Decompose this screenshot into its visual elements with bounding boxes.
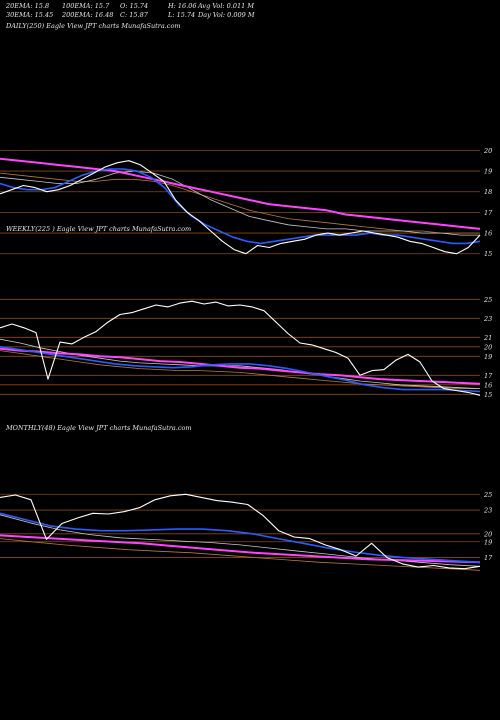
daily-ema-mid1-line: [0, 170, 480, 236]
day-vol-readout: Day Vol: 0.009 M: [198, 11, 255, 19]
daily-tick-label-1: 19: [484, 168, 492, 176]
weekly-tick-label-1: 23: [483, 315, 492, 323]
daily-ema-long-line: [0, 157, 481, 230]
weekly-tick-label-6: 16: [484, 381, 492, 389]
daily-ema-short-line: [0, 168, 481, 245]
weekly-ema-short-line: [0, 346, 481, 393]
daily-tick-label-0: 20: [483, 147, 492, 155]
daily-tick-label-5: 15: [484, 250, 492, 258]
ema200-readout: 200EMA: 16.48: [62, 11, 114, 19]
weekly-tick-label-3: 20: [483, 343, 492, 351]
monthly-tick-label-0: 25: [483, 491, 492, 499]
daily-tick-label-2: 18: [484, 188, 492, 196]
ema30-readout: 30EMA: 15.45: [6, 11, 54, 19]
weekly-tick-label-0: 25: [483, 296, 492, 304]
weekly-tick-label-2: 21: [483, 334, 492, 342]
monthly-price-line: [0, 493, 481, 570]
weekly-tick-label-4: 19: [484, 353, 492, 361]
monthly-ema-mid2-line: [0, 538, 481, 571]
high-readout: H: 16.06: [168, 2, 197, 10]
daily-panel: 20 19 18 17 16 15: [0, 147, 493, 258]
weekly-tick-label-7: 15: [484, 391, 492, 399]
monthly-tick-label-1: 23: [483, 507, 492, 515]
daily-tick-label-3: 17: [484, 209, 493, 217]
close-readout: C: 15.87: [120, 11, 148, 19]
ema20-readout: 20EMA: 15.8: [6, 2, 50, 10]
daily-panel-title: DAILY(250) Eagle View JPT charts MunafaS…: [6, 22, 181, 30]
monthly-tick-label-3: 19: [484, 538, 492, 546]
monthly-panel-title: MONTHLY(48) Eagle View JPT charts Munafa…: [6, 424, 192, 432]
weekly-panel-title: WEEKLY(225 ) Eagle View JPT charts Munaf…: [6, 225, 192, 233]
weekly-ema-long-line: [0, 347, 481, 385]
monthly-ema-long-line: [0, 534, 481, 564]
weekly-price-line: [0, 300, 481, 396]
open-readout: O: 15.74: [120, 2, 149, 10]
daily-tick-label-4: 16: [484, 230, 492, 238]
monthly-tick-label-4: 17: [484, 554, 493, 562]
weekly-ema-mid2-line: [0, 350, 480, 390]
avg-vol-readout: Avg Vol: 0.011 M: [198, 2, 255, 10]
low-readout: L: 15.74: [168, 11, 196, 19]
ema100-readout: 100EMA: 15.7: [62, 2, 110, 10]
daily-ema-mid2-line: [0, 172, 480, 234]
monthly-tick-label-2: 20: [483, 530, 492, 538]
monthly-ema-short-line: [0, 512, 481, 564]
weekly-tick-label-5: 17: [484, 372, 493, 380]
daily-price-line: [0, 160, 481, 255]
